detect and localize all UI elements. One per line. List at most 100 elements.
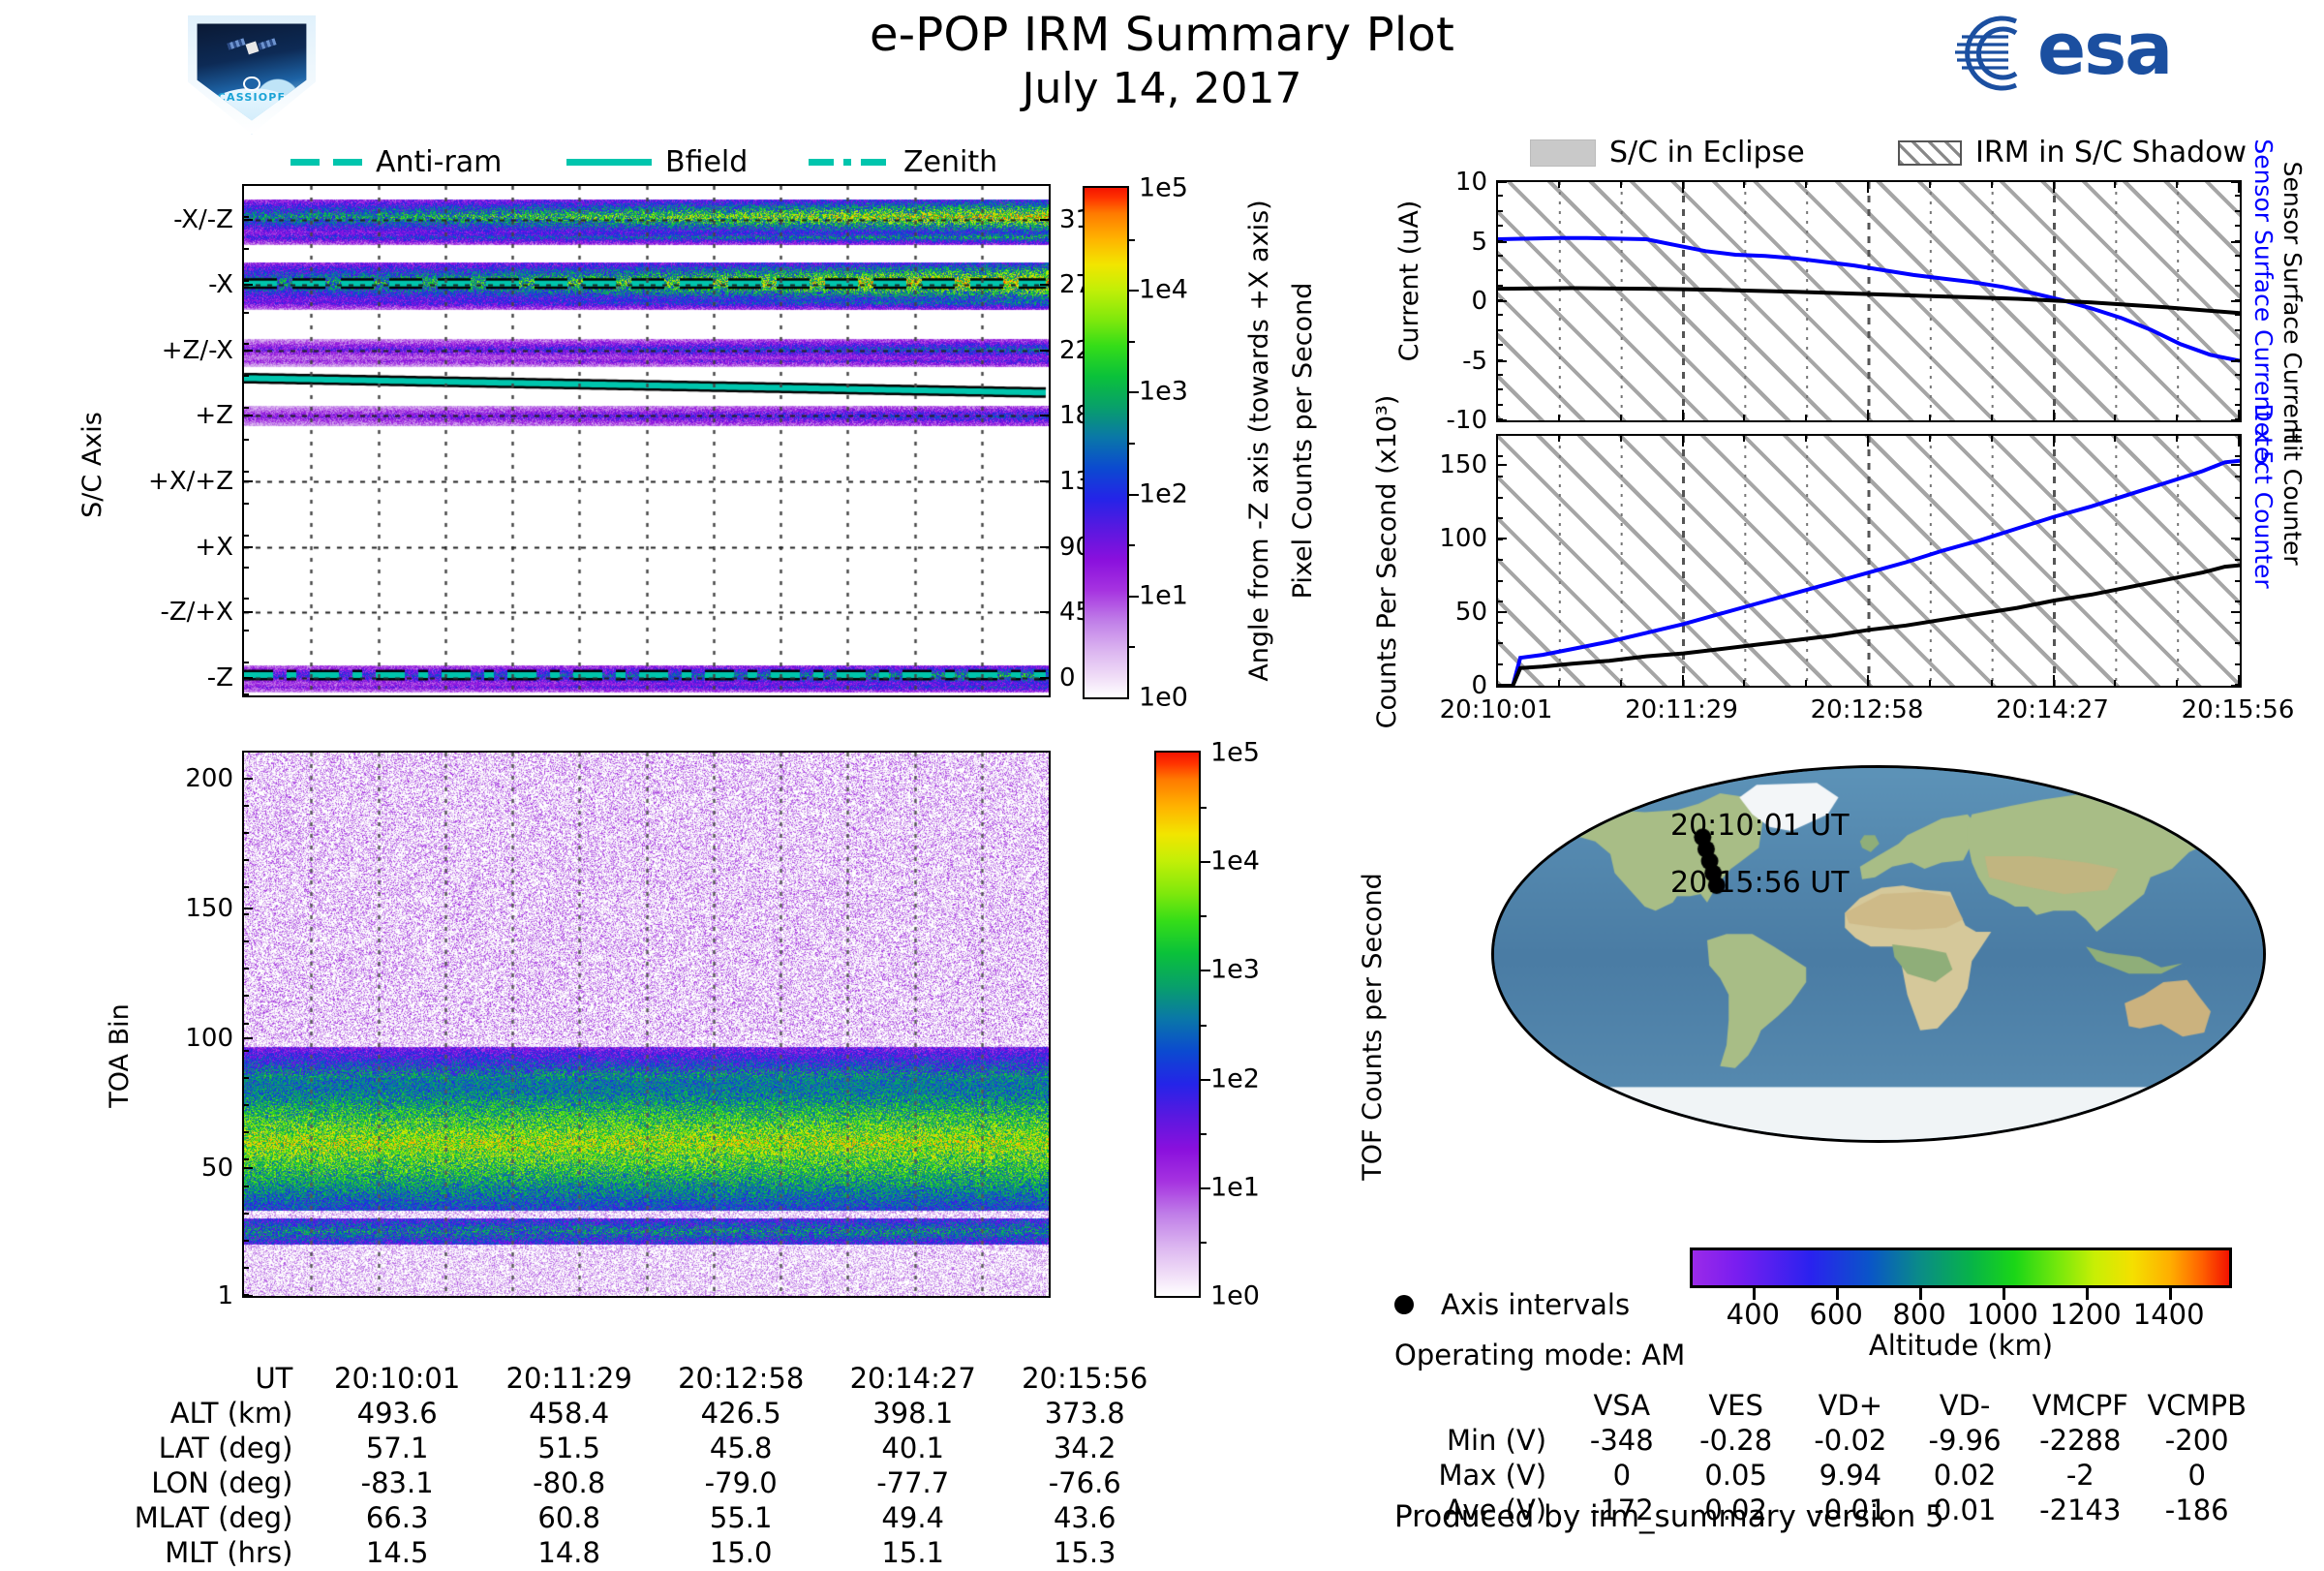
voltage-cell-1-5: 0 (2187, 1459, 2206, 1492)
current-plot[interactable] (1496, 180, 2242, 422)
voltage-cell-1-1: 0.05 (1704, 1459, 1767, 1492)
ephemeris-cell-2-2: 45.8 (709, 1432, 773, 1464)
tof-counts-colorbar-tickmark-4 (1199, 1186, 1210, 1189)
track-end-label: 20:15:56 UT (1670, 866, 1850, 900)
ephemeris-cell-0-4: 20:15:56 (1022, 1362, 1148, 1395)
sc-axis-spectrogram[interactable] (242, 184, 1051, 697)
counts-series-1 (1498, 563, 2240, 686)
legend-label-bfield: Bfield (665, 145, 749, 179)
legend-label-zenith: Zenith (903, 145, 998, 179)
ephemeris-row-label-4: MLAT (deg) (134, 1501, 293, 1534)
ephemeris-cell-1-3: 398.1 (872, 1397, 954, 1430)
ephemeris-cell-5-2: 15.0 (709, 1536, 773, 1569)
pixel-counts-colorbar-tickmark-3 (1127, 493, 1139, 496)
ephemeris-cell-5-3: 15.1 (881, 1536, 944, 1569)
voltage-cell-2-5: -186 (2164, 1494, 2229, 1526)
sc-axis-right-tick-7: 0 (1059, 662, 1076, 693)
orientation-legend: Anti-ram Bfield Zenith (271, 145, 1046, 179)
voltage-col-5: VCMPB (2147, 1389, 2247, 1422)
altitude-colorbar-label: Altitude (km) (1868, 1329, 2054, 1362)
ephemeris-cell-1-4: 373.8 (1044, 1397, 1125, 1430)
voltage-col-1: VES (1708, 1389, 1763, 1422)
sc-axis-ytick-7: -Z (206, 662, 233, 693)
ephemeris-cell-5-1: 14.8 (537, 1536, 600, 1569)
ephemeris-cell-1-2: 426.5 (700, 1397, 781, 1430)
counts-ylabel: Counts Per Second (x10³) (1372, 394, 1402, 729)
toa-bin-spectrogram[interactable] (242, 751, 1051, 1298)
ephemeris-cell-4-1: 60.8 (537, 1501, 600, 1534)
pixel-counts-colorbar-tickmark-2 (1127, 391, 1139, 394)
footer-produced-by: Produced by irm_summary version 5 (1394, 1499, 1944, 1534)
voltage-row-label-0: Min (V) (1446, 1424, 1547, 1457)
tof-counts-colorbar-tick-3: 1e2 (1210, 1063, 1260, 1094)
ground-track-map[interactable]: 20:10:01 UT 20:15:56 UT (1491, 765, 2266, 1143)
ephemeris-cell-5-0: 14.5 (365, 1536, 429, 1569)
voltage-table: VSA VES VD+ VD- VMCPF VCMPB Min (V) -348 -0.28 -0… (1385, 1387, 2256, 1528)
pixel-counts-colorbar-minor-1 (1127, 340, 1135, 343)
ephemeris-cell-1-0: 493.6 (356, 1397, 438, 1430)
voltage-col-4: VMCPF (2032, 1389, 2128, 1422)
current-ytick-1: 5 (1471, 227, 1487, 257)
axis-intervals-label: Axis intervals (1441, 1288, 1631, 1321)
tof-counts-colorbar-tickmark-1 (1199, 861, 1210, 864)
axis-intervals-legend: Axis intervals (1394, 1288, 1630, 1321)
bfield-line-swatch (566, 159, 652, 166)
altitude-tick-0: 400 (1726, 1298, 1781, 1331)
toa-ytick-1: 150 (185, 894, 233, 924)
pixel-counts-colorbar-tickmark-1 (1127, 290, 1139, 293)
sc-axis-ytick-0: -X/-Z (173, 204, 233, 234)
sc-axis-ytick-4: +X/+Z (148, 467, 233, 497)
ephemeris-cell-0-0: 20:10:01 (334, 1362, 461, 1395)
voltage-row: Min (V) -348 -0.28 -0.02 -9.96 -2288 -200 (1387, 1424, 2254, 1457)
pixel-counts-colorbar-tick-2: 1e3 (1139, 376, 1188, 407)
tof-counts-colorbar-minor-3 (1199, 1132, 1207, 1135)
counts-ytick-3: 0 (1471, 671, 1487, 700)
tof-counts-colorbar-tick-5: 1e0 (1210, 1280, 1260, 1311)
voltage-cell-2-4: -2143 (2039, 1494, 2122, 1526)
ephemeris-row-label-2: LAT (deg) (158, 1432, 293, 1464)
ephemeris-cell-2-4: 34.2 (1053, 1432, 1116, 1464)
tof-counts-colorbar-minor-2 (1199, 1024, 1207, 1027)
ephemeris-row-label-3: LON (deg) (151, 1466, 293, 1499)
current-series-1 (1498, 286, 2240, 316)
counts-plot[interactable] (1496, 434, 2242, 688)
ephemeris-row: UT 20:10:01 20:11:29 20:12:58 20:14:27 20:15:… (41, 1362, 1170, 1395)
voltage-cell-1-4: -2 (2065, 1459, 2095, 1492)
current-ytick-4: -10 (1446, 406, 1487, 435)
mission-patch-label: CASSIOPE (217, 91, 287, 105)
counts-ytick-2: 50 (1454, 598, 1487, 628)
pixel-counts-colorbar-tickmark-4 (1127, 595, 1139, 598)
pixel-counts-colorbar-minor-2 (1127, 443, 1135, 445)
current-series-0 (1498, 235, 2240, 363)
toa-ytick-3: 50 (200, 1154, 233, 1184)
altitude-tickmark-0 (1753, 1288, 1757, 1300)
sc-axis-ytick-6: -Z/+X (160, 598, 233, 628)
voltage-cell-1-2: 9.94 (1819, 1459, 1882, 1492)
ephemeris-cell-4-0: 66.3 (365, 1501, 429, 1534)
counts-xtick-2: 20:12:58 (1810, 695, 1924, 724)
voltage-cell-1-3: 0.02 (1933, 1459, 1997, 1492)
current-ytick-0: 10 (1454, 168, 1487, 197)
altitude-tick-3: 1000 (1967, 1298, 2038, 1331)
shadow-hatch-swatch (1898, 139, 1962, 166)
ephemeris-cell-3-0: -83.1 (360, 1466, 434, 1499)
altitude-tick-2: 800 (1892, 1298, 1946, 1331)
pixel-counts-colorbar-tick-5: 1e0 (1139, 682, 1188, 713)
shading-legend: S/C in Eclipse IRM in S/C Shadow (1511, 136, 2285, 169)
ephemeris-cell-3-4: -76.6 (1048, 1466, 1121, 1499)
sc-axis-right-ylabel: Angle from -Z axis (towards +X axis) (1244, 200, 1274, 682)
ephemeris-cell-3-2: -79.0 (704, 1466, 778, 1499)
voltage-corner (1387, 1389, 1564, 1422)
tof-counts-colorbar-tickmark-3 (1199, 1078, 1210, 1081)
page-title: e-POP IRM Summary Plot (869, 8, 1455, 62)
tof-counts-colorbar-tick-0: 1e5 (1210, 737, 1260, 768)
ephemeris-cell-1-1: 458.4 (529, 1397, 610, 1430)
voltage-cell-0-1: -0.28 (1699, 1424, 1773, 1457)
counts-right-label-blue: Detect Counter (2249, 403, 2278, 589)
voltage-row: Ave (V) -172 0.02 -0.01 0.01 -2143 -186 (1387, 1494, 2254, 1526)
voltage-cell-1-0: 0 (1612, 1459, 1632, 1492)
pixel-counts-colorbar-tick-1: 1e4 (1139, 274, 1188, 305)
voltage-row-label-2: Ave (V) (1445, 1494, 1547, 1526)
ephemeris-cell-0-2: 20:12:58 (678, 1362, 805, 1395)
sc-axis-ytick-5: +X (195, 532, 233, 562)
